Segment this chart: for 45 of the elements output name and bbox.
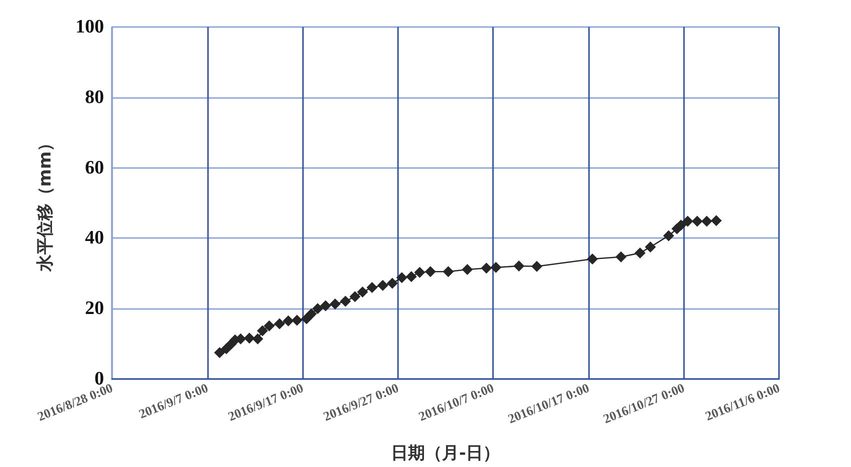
y-tick-label: 20 <box>85 298 104 320</box>
point <box>320 300 332 312</box>
point <box>256 325 268 336</box>
point <box>306 308 317 320</box>
point <box>340 296 351 307</box>
point <box>252 333 264 344</box>
point <box>349 291 360 302</box>
point <box>644 242 656 252</box>
point <box>312 303 324 314</box>
point <box>274 318 286 330</box>
point <box>406 271 417 282</box>
point <box>414 266 426 278</box>
point <box>282 315 294 326</box>
point <box>330 298 341 310</box>
point <box>675 220 686 231</box>
x-axis-title: 日期（月-日） <box>390 444 500 464</box>
point <box>442 266 454 278</box>
point <box>531 260 542 272</box>
point <box>615 251 626 262</box>
point <box>692 216 703 227</box>
point <box>701 216 712 227</box>
y-tick-label: 100 <box>76 16 104 38</box>
y-tick-label: 80 <box>85 86 104 108</box>
point <box>386 278 398 289</box>
point <box>634 247 646 258</box>
point <box>357 286 368 298</box>
point <box>490 262 502 273</box>
point <box>710 215 722 226</box>
point <box>513 260 524 272</box>
point <box>366 282 378 293</box>
point <box>424 266 436 278</box>
point <box>264 320 275 332</box>
point <box>244 332 255 344</box>
point <box>682 216 694 227</box>
point <box>663 230 674 242</box>
y-tick-label: 60 <box>85 157 104 178</box>
y-tick-label: 40 <box>85 228 104 249</box>
point <box>462 264 473 276</box>
point <box>377 280 388 291</box>
y-axis-title: 水平位移（mm） <box>36 134 56 273</box>
point <box>396 272 408 284</box>
point <box>586 253 598 264</box>
point <box>292 314 303 326</box>
point <box>214 347 226 358</box>
point <box>480 262 492 274</box>
